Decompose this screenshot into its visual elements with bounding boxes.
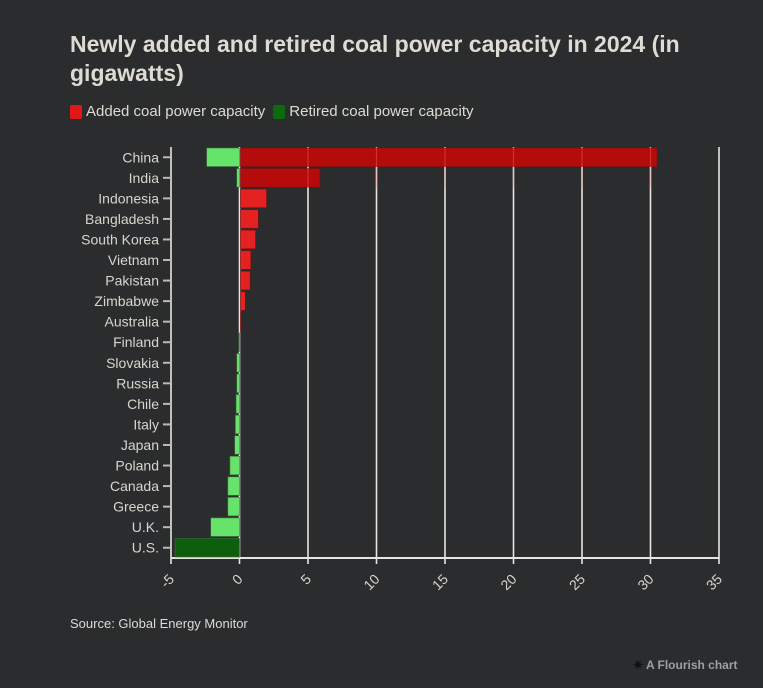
x-tick-label: 10: [360, 571, 382, 593]
y-tick-label: Canada: [110, 478, 159, 494]
x-tick-label: 15: [429, 571, 451, 593]
x-tick-label: 5: [297, 571, 314, 588]
y-tick-label: South Korea: [81, 231, 159, 247]
bar-added: [240, 188, 267, 208]
y-tick-label: U.K.: [132, 519, 159, 535]
bar-retired: [236, 373, 240, 393]
bar-retired: [235, 394, 240, 414]
bar-retired: [238, 332, 240, 352]
legend: Added coal power capacity Retired coal p…: [70, 103, 474, 120]
bar-retired: [227, 497, 240, 517]
legend-item-added[interactable]: Added coal power capacity: [70, 103, 265, 120]
legend-swatch-retired: [273, 104, 286, 119]
legend-swatch-added: [70, 104, 82, 119]
bar-added: [240, 147, 658, 167]
bar-retired: [210, 517, 240, 537]
y-tick-label: China: [122, 149, 159, 165]
y-tick-label: Australia: [105, 314, 160, 330]
legend-label-added: Added coal power capacity: [86, 103, 266, 120]
chart-title: Newly added and retired coal power capac…: [70, 31, 680, 86]
bar-added: [240, 270, 251, 291]
bar-retired: [206, 147, 240, 167]
bar-retired: [235, 414, 240, 434]
y-tick-label: Bangladesh: [85, 211, 159, 227]
flourish-icon: ✷: [633, 658, 644, 672]
y-tick-label: Vietnam: [108, 252, 159, 268]
y-tick-label: U.S.: [132, 540, 159, 556]
x-tick-label: 25: [566, 571, 588, 593]
bar-added: [240, 312, 242, 332]
y-tick-label: Italy: [133, 416, 159, 432]
y-tick-label: Slovakia: [106, 355, 159, 371]
y-tick-label: Chile: [127, 396, 159, 412]
bar-added: [240, 250, 252, 270]
flourish-credit[interactable]: ✷ A Flourish chart: [633, 658, 738, 672]
y-tick-label: Greece: [113, 499, 159, 515]
flourish-credit-label: A Flourish chart: [645, 658, 738, 672]
bar-retired: [174, 538, 240, 558]
legend-label-retired: Retired coal power capacity: [289, 103, 474, 120]
y-tick-label: Pakistan: [105, 273, 159, 289]
x-tick-label: 20: [497, 571, 519, 593]
legend-item-retired[interactable]: Retired coal power capacity: [273, 103, 474, 120]
bar-added: [240, 229, 256, 250]
y-tick-label: Russia: [116, 375, 159, 391]
bar-added: [240, 209, 259, 229]
source-note: Source: Global Energy Monitor: [70, 616, 248, 631]
y-tick-label: India: [129, 170, 160, 186]
bar-retired: [236, 168, 240, 188]
x-tick-label: -5: [157, 571, 177, 591]
y-tick-label: Zimbabwe: [94, 293, 159, 309]
bar-retired: [236, 353, 240, 373]
x-tick-label: 30: [634, 571, 656, 593]
x-tick-label: 35: [703, 571, 725, 593]
y-tick-label: Japan: [121, 437, 159, 453]
bar-added: [240, 291, 246, 311]
x-tick-label: 0: [229, 571, 246, 588]
bar-retired: [227, 476, 240, 496]
y-tick-label: Indonesia: [98, 190, 159, 206]
bar-retired: [234, 435, 240, 455]
bar-added: [240, 168, 321, 188]
bar-retired: [229, 455, 240, 476]
y-tick-label: Poland: [115, 458, 159, 474]
y-tick-label: Finland: [113, 334, 159, 350]
